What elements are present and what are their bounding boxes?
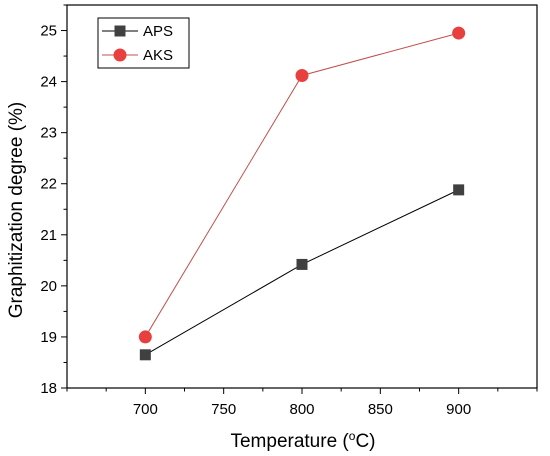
x-tick-label: 700	[133, 401, 158, 418]
series-layer	[138, 26, 466, 361]
y-axis-ticks: 18 19 20 21 22 23 24 25	[40, 4, 67, 397]
legend-marker	[114, 25, 126, 37]
x-axis-title-degree: o	[349, 429, 356, 443]
y-tick-label: 22	[40, 176, 57, 193]
x-tick-label: 750	[211, 401, 236, 418]
series-aks	[138, 26, 466, 344]
y-tick-label: 19	[40, 329, 57, 346]
x-tick-label: 850	[368, 401, 393, 418]
data-point	[138, 330, 152, 344]
legend: APS AKS	[97, 17, 190, 69]
legend-item-aps: APS	[102, 23, 173, 40]
y-tick-label: 18	[40, 380, 57, 397]
y-tick-label: 20	[40, 278, 57, 295]
x-axis-title-unit: C)	[355, 431, 375, 452]
x-axis-title: Temperature (oC)	[230, 429, 375, 452]
x-tick-label: 900	[446, 401, 471, 418]
y-tick-label: 23	[40, 125, 57, 142]
y-tick-label: 21	[40, 227, 57, 244]
series-line	[145, 189, 459, 356]
data-point	[296, 258, 308, 270]
x-axis-title-main: Temperature (	[230, 431, 349, 452]
legend-marker	[113, 48, 127, 62]
series-aps	[139, 184, 465, 361]
legend-label: APS	[143, 23, 173, 40]
data-point	[452, 26, 466, 40]
y-tick-label: 25	[40, 23, 57, 40]
y-tick-label: 24	[40, 74, 57, 91]
legend-label: AKS	[143, 47, 173, 64]
data-point	[139, 349, 151, 361]
legend-box	[97, 17, 190, 69]
data-point	[295, 68, 309, 82]
legend-item-aks: AKS	[102, 47, 173, 64]
x-axis-ticks: 700 750 800 850 900	[66, 388, 538, 418]
x-tick-label: 800	[289, 401, 314, 418]
data-point	[453, 184, 465, 196]
y-axis-title: Graphitization degree (%)	[6, 102, 27, 319]
